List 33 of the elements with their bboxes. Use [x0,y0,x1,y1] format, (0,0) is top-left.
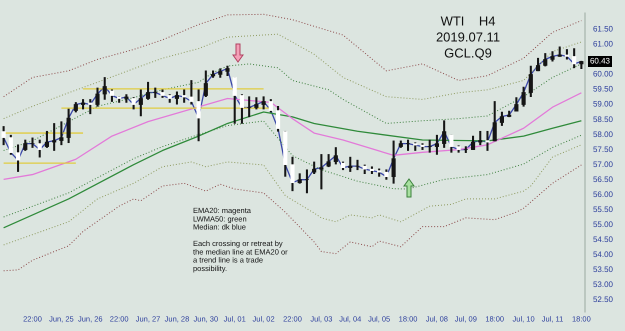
y-tick-label: 59.50 [592,84,614,94]
y-tick-label: 58.00 [592,130,614,139]
candlestick [348,156,352,172]
y-tick-label: 53.50 [592,265,614,274]
y-tick-label: 54.50 [592,235,614,244]
y-tick-label: 57.00 [592,160,614,169]
candlestick [247,96,252,118]
y-tick-label: 53.00 [592,280,614,290]
chart-title: WTI H4 [440,14,496,29]
y-tick-label: 61.50 [592,24,614,34]
y-tick-label: 54.00 [592,250,614,260]
y-tick-label: 56.00 [592,190,614,199]
line-series [3,14,582,98]
line-series [3,120,582,218]
text: 60.43 [590,56,611,66]
candlestick [413,142,418,151]
line-series [3,164,582,272]
y-tick-label: 57.50 [592,144,614,154]
y-tick-label: 60.00 [592,70,614,79]
candlestick [153,88,158,98]
line-series [3,34,582,120]
candlestick [88,99,92,114]
y-tick-label: 56.50 [592,174,614,184]
y-tick-label: 55.00 [592,220,614,229]
y-tick-label: 55.50 [592,204,614,214]
y-tick-label: 59.00 [592,100,614,109]
y-tick-label: 52.50 [592,295,614,304]
y-tick-label: 61.00 [592,40,614,49]
y-tick-label: 58.50 [592,114,614,124]
candlestick [478,130,482,146]
annotation: GCL.Q9 [444,46,492,61]
line-series [3,144,582,246]
text: 2019.07.11 [436,30,500,45]
